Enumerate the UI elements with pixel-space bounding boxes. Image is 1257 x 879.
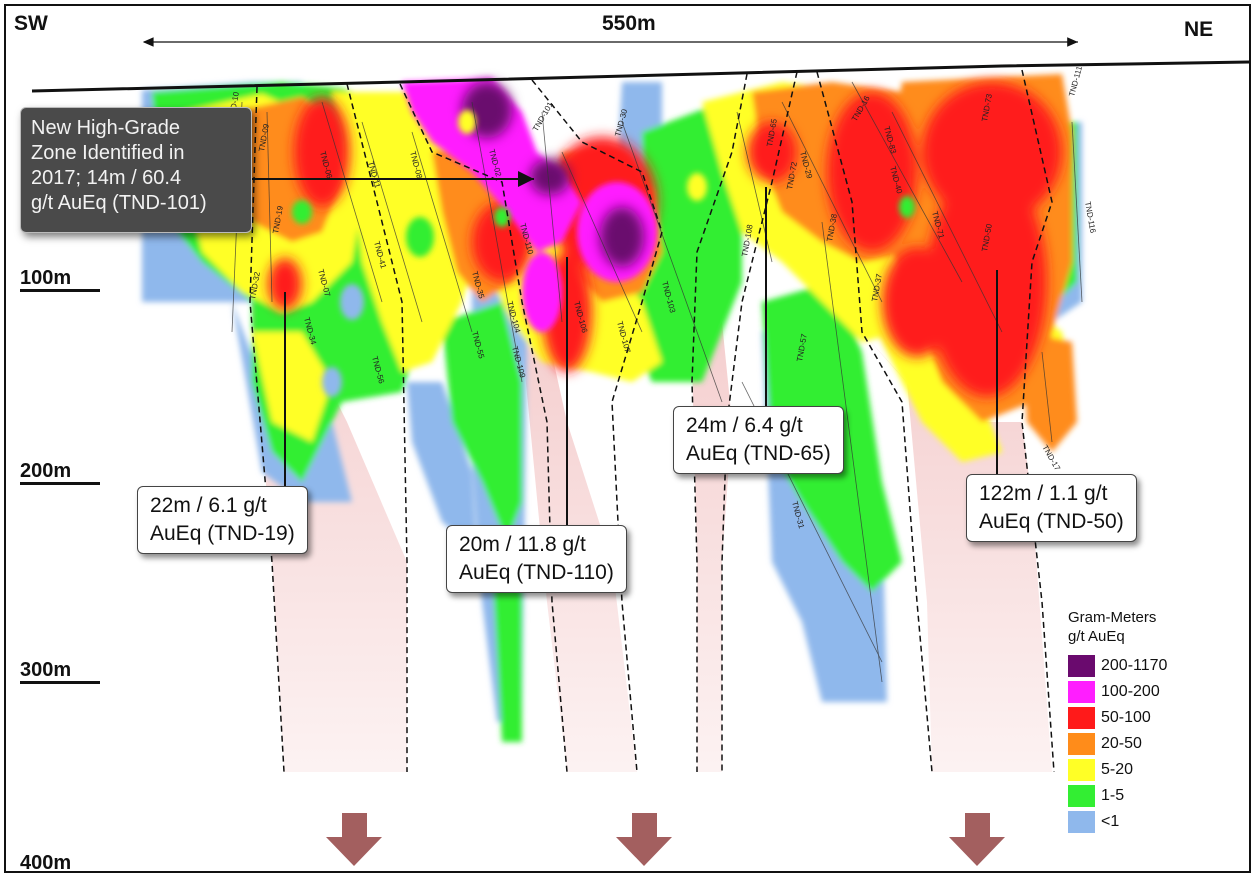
legend-title: Gram-Meters [1068,609,1157,626]
callout-line: AuEq (TND-19) [150,522,295,545]
drill-hole-label: TND-101 [531,100,555,133]
callout-line: New High-Grade [31,117,180,139]
legend-swatch [1068,707,1095,729]
legend-label: 100-200 [1101,683,1160,700]
legend-swatch [1068,811,1095,833]
drill-hole-label: TND-111 [1067,64,1084,97]
intercept-callout-tnd-50: 122m / 1.1 g/t AuEq (TND-50) [966,474,1137,542]
drill-hole-label: TND-116 [1083,201,1097,234]
legend-label: 50-100 [1101,709,1151,726]
intercept-callout-tnd-110: 20m / 11.8 g/t AuEq (TND-110) [446,525,627,593]
callout-line: 20m / 11.8 g/t [459,533,586,556]
legend-item: 20-50 [1068,732,1218,756]
legend-item: 100-200 [1068,680,1218,704]
grade-legend: Gram-Meters g/t AuEq 200-1170 100-200 50… [1068,608,1218,834]
legend-label: 5-20 [1101,761,1134,778]
cross-section-frame: TND-10 TND-09 TND-06 TND-11 TND-08 TND-4… [4,4,1251,873]
callout-line: AuEq (TND-110) [459,561,614,584]
callout-line: 122m / 1.1 g/t [979,482,1108,505]
intercept-callout-tnd-19: 22m / 6.1 g/t AuEq (TND-19) [137,486,308,554]
ne-direction-label: NE [1184,18,1214,41]
depth-label-300m: 300m [20,660,100,684]
legend-label: 200-1170 [1101,657,1168,674]
intercept-callout-tnd-65: 24m / 6.4 g/t AuEq (TND-65) [673,406,844,474]
callout-line: 22m / 6.1 g/t [150,494,267,517]
legend-swatch [1068,655,1095,677]
legend-label: <1 [1101,813,1120,830]
legend-swatch [1068,785,1095,807]
depth-label-200m: 200m [20,461,100,485]
down-dip-arrows [326,813,1005,866]
ground-surface [31,60,1249,93]
legend-item: <1 [1068,810,1218,834]
callout-line: AuEq (TND-50) [979,510,1124,533]
legend-label: 1-5 [1101,787,1125,804]
depth-label-100m: 100m [20,268,100,292]
depth-label-400m: 400m [20,853,100,871]
callout-line: Zone Identified in [31,142,185,164]
legend-swatch [1068,733,1095,755]
callout-line: 24m / 6.4 g/t [686,414,803,437]
callout-line: 2017; 14m / 60.4 [31,167,182,189]
callout-line: AuEq (TND-65) [686,442,831,465]
legend-swatch [1068,759,1095,781]
sw-direction-label: SW [14,12,48,35]
leader-lines [284,187,998,528]
legend-subtitle: g/t AuEq [1068,628,1125,645]
legend-label: 20-50 [1101,735,1142,752]
callout-line: g/t AuEq (TND-101) [31,192,207,214]
legend-item: 1-5 [1068,784,1218,808]
legend-item: 200-1170 [1068,654,1218,678]
legend-item: 50-100 [1068,706,1218,730]
drill-hole-label: TND-17 [1040,444,1062,473]
high-grade-zone-callout: New High-Grade Zone Identified in 2017; … [20,107,252,233]
legend-item: 5-20 [1068,758,1218,782]
section-width-label: 550m [602,12,656,35]
legend-swatch [1068,681,1095,703]
